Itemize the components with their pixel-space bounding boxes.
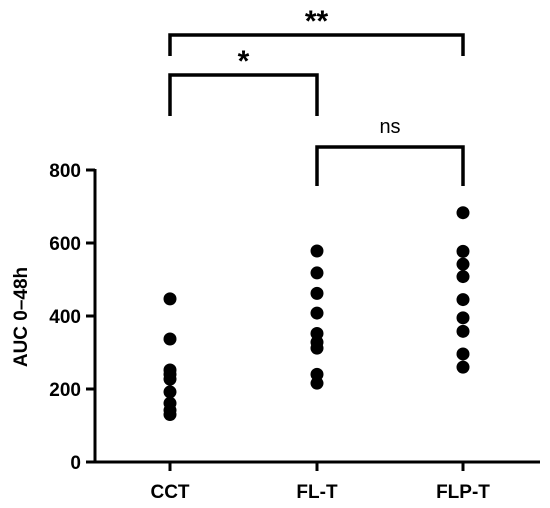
- significance-bracket: [315, 145, 465, 186]
- x-tick-label-flp-t: FLP-T: [436, 482, 490, 503]
- significance-label: *: [238, 45, 250, 78]
- data-point: [456, 257, 470, 271]
- data-point: [456, 293, 470, 307]
- data-point: [310, 286, 324, 300]
- y-tick-label: 600: [49, 234, 81, 255]
- data-point: [163, 332, 177, 346]
- significance-label: ns: [379, 116, 400, 138]
- data-point: [310, 376, 324, 390]
- data-point: [310, 244, 324, 258]
- y-tick-label: 0: [70, 453, 81, 474]
- data-point: [163, 292, 177, 306]
- x-axis-ticks: CCT FL-T FLP-T: [150, 462, 490, 503]
- data-point: [310, 306, 324, 320]
- data-point: [310, 341, 324, 355]
- data-point: [310, 266, 324, 280]
- data-point: [456, 311, 470, 325]
- data-point: [163, 408, 177, 422]
- data-points: [163, 206, 470, 422]
- data-point: [456, 244, 470, 258]
- x-tick-label-cct: CCT: [150, 482, 189, 503]
- significance-bracket: [168, 73, 319, 116]
- data-point: [163, 385, 177, 399]
- significance-label: **: [305, 5, 329, 38]
- data-point: [456, 270, 470, 284]
- data-point: [456, 347, 470, 361]
- data-point: [456, 360, 470, 374]
- y-axis-ticks: 0 200 400 600 800: [49, 161, 95, 474]
- y-tick-label: 200: [49, 380, 81, 401]
- y-axis-label: AUC 0–48h: [11, 267, 32, 367]
- y-tick-label: 800: [49, 161, 81, 182]
- significance-brackets: ***ns: [168, 5, 465, 186]
- data-point: [163, 372, 177, 386]
- y-tick-label: 400: [49, 307, 81, 328]
- data-point: [456, 206, 470, 220]
- x-tick-label-fl-t: FL-T: [296, 482, 338, 503]
- data-point: [456, 324, 470, 338]
- significance-bracket: [168, 33, 465, 56]
